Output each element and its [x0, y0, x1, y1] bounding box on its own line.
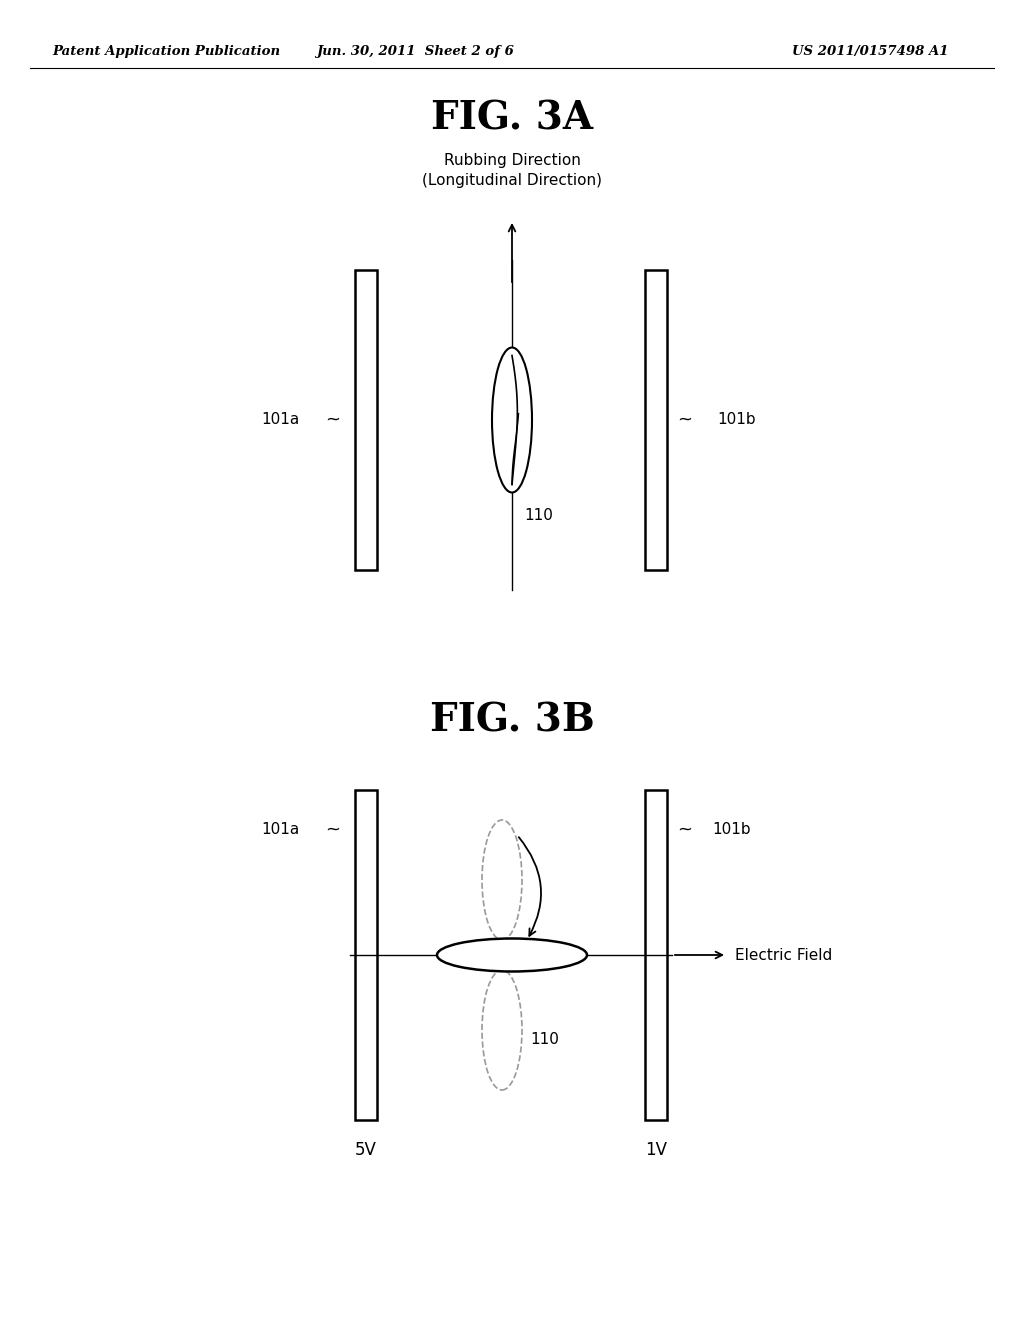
Text: ~: ~: [325, 821, 340, 840]
Text: Electric Field: Electric Field: [735, 948, 833, 962]
Ellipse shape: [492, 347, 532, 492]
Text: 110: 110: [530, 1032, 559, 1048]
FancyBboxPatch shape: [355, 271, 377, 570]
Text: FIG. 3A: FIG. 3A: [431, 99, 593, 137]
Text: Jun. 30, 2011  Sheet 2 of 6: Jun. 30, 2011 Sheet 2 of 6: [316, 45, 514, 58]
Text: 101a: 101a: [262, 822, 300, 837]
Text: 110: 110: [524, 507, 553, 523]
Text: ~: ~: [325, 411, 340, 429]
Text: FIG. 3B: FIG. 3B: [430, 701, 594, 739]
Text: 5V: 5V: [355, 1140, 377, 1159]
Text: 101b: 101b: [717, 412, 756, 428]
Text: 1V: 1V: [645, 1140, 667, 1159]
Text: ~: ~: [677, 821, 692, 840]
Ellipse shape: [437, 939, 587, 972]
Text: Rubbing Direction: Rubbing Direction: [443, 153, 581, 168]
Text: Patent Application Publication: Patent Application Publication: [52, 45, 281, 58]
Text: (Longitudinal Direction): (Longitudinal Direction): [422, 173, 602, 187]
Text: 101a: 101a: [262, 412, 300, 428]
Ellipse shape: [482, 970, 522, 1090]
FancyBboxPatch shape: [645, 271, 667, 570]
Ellipse shape: [482, 820, 522, 940]
Text: US 2011/0157498 A1: US 2011/0157498 A1: [792, 45, 948, 58]
FancyBboxPatch shape: [645, 789, 667, 1119]
Text: ~: ~: [677, 411, 692, 429]
Text: 101b: 101b: [712, 822, 751, 837]
FancyBboxPatch shape: [355, 789, 377, 1119]
